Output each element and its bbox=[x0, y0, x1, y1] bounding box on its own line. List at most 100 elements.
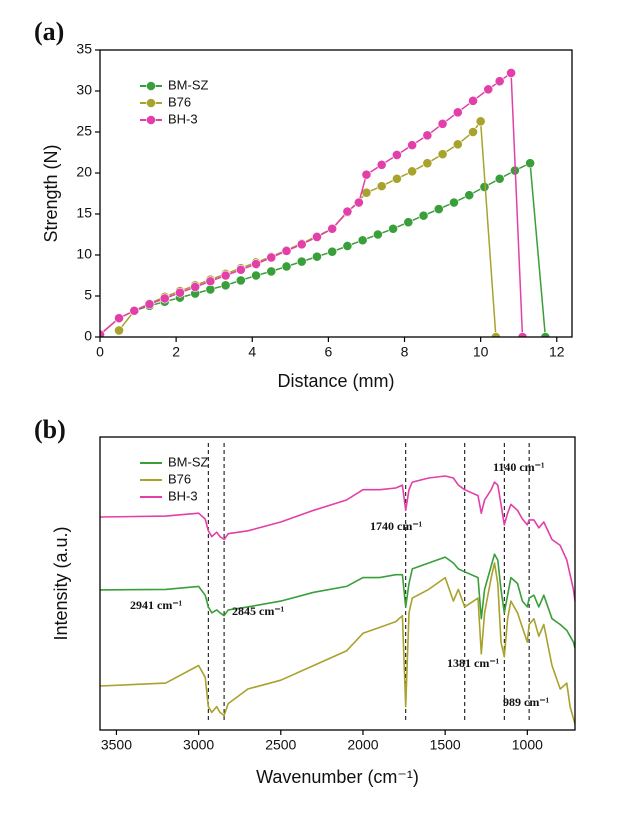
plot-area bbox=[100, 443, 575, 725]
data-point bbox=[372, 229, 383, 240]
x-tick-label: 3000 bbox=[183, 737, 214, 753]
data-point bbox=[220, 270, 231, 281]
x-tick-label: 12 bbox=[549, 344, 565, 360]
data-point bbox=[296, 256, 307, 267]
panel-label: (a) bbox=[34, 17, 64, 46]
data-point bbox=[422, 130, 433, 141]
plot-frame bbox=[99, 436, 576, 731]
x-tick-label: 8 bbox=[401, 344, 409, 360]
legend-label: BH-3 bbox=[168, 488, 198, 503]
y-tick-label: 15 bbox=[76, 205, 92, 221]
x-axis-label: Distance (mm) bbox=[277, 371, 394, 391]
legend-label: B76 bbox=[168, 94, 191, 109]
data-point bbox=[312, 251, 322, 262]
data-point bbox=[357, 235, 368, 246]
series-line bbox=[100, 162, 547, 337]
y-axis-label: Strength (N) bbox=[41, 144, 61, 242]
legend-marker bbox=[146, 115, 156, 125]
annotation-label: 2845 cm⁻¹ bbox=[232, 604, 285, 618]
data-point bbox=[418, 210, 429, 221]
data-point bbox=[144, 299, 155, 310]
legend-label: BM-SZ bbox=[168, 454, 209, 469]
data-point bbox=[376, 159, 387, 170]
data-point bbox=[205, 276, 216, 287]
data-point bbox=[361, 169, 372, 180]
data-point bbox=[342, 206, 353, 217]
data-point bbox=[251, 259, 261, 269]
panel-label: (b) bbox=[34, 415, 66, 444]
legend-marker bbox=[146, 81, 156, 91]
data-point bbox=[327, 246, 338, 257]
y-tick-label: 20 bbox=[76, 164, 92, 180]
y-tick-label: 25 bbox=[76, 123, 92, 139]
y-tick-label: 5 bbox=[84, 287, 92, 303]
data-point bbox=[190, 282, 201, 292]
annotation-label: 1381 cm⁻¹ bbox=[447, 656, 500, 670]
data-point bbox=[468, 127, 478, 137]
legend-label: BM-SZ bbox=[168, 77, 209, 92]
data-point bbox=[449, 197, 459, 208]
data-point bbox=[422, 158, 433, 169]
x-tick-label: 4 bbox=[248, 344, 256, 360]
data-point bbox=[281, 261, 292, 272]
x-axis-label: Wavenumber (cm⁻¹) bbox=[256, 767, 419, 787]
data-point bbox=[452, 107, 463, 118]
x-tick-label: 1500 bbox=[430, 737, 461, 753]
data-point bbox=[464, 190, 475, 201]
data-point bbox=[235, 264, 246, 275]
data-point bbox=[388, 223, 398, 234]
y-tick-label: 10 bbox=[76, 246, 92, 262]
data-point bbox=[494, 76, 505, 87]
data-point bbox=[175, 287, 185, 298]
data-point bbox=[407, 140, 418, 151]
y-tick-label: 0 bbox=[84, 328, 92, 344]
data-point bbox=[483, 84, 494, 95]
data-point bbox=[361, 187, 372, 198]
plot-frame bbox=[99, 49, 573, 338]
data-point bbox=[266, 252, 277, 263]
data-point bbox=[235, 275, 246, 286]
data-point bbox=[353, 197, 364, 208]
data-point bbox=[376, 181, 387, 192]
spectrum-line bbox=[100, 562, 575, 725]
data-point bbox=[327, 223, 338, 234]
data-point bbox=[392, 150, 402, 160]
legend-marker bbox=[146, 98, 156, 108]
spectrum-line bbox=[100, 553, 575, 649]
data-point bbox=[114, 313, 124, 324]
plot-area bbox=[100, 68, 551, 337]
data-point bbox=[342, 241, 353, 251]
data-point bbox=[407, 166, 418, 177]
data-point bbox=[437, 118, 448, 129]
y-axis-label: Intensity (a.u.) bbox=[51, 526, 71, 640]
legend-label: BH-3 bbox=[168, 111, 198, 126]
x-tick-label: 6 bbox=[324, 344, 332, 360]
annotation-label: 1740 cm⁻¹ bbox=[370, 519, 423, 533]
data-point bbox=[281, 245, 292, 256]
annotation-label: 989 cm⁻¹ bbox=[503, 695, 550, 709]
data-point bbox=[494, 173, 505, 184]
data-point bbox=[312, 232, 322, 242]
data-point bbox=[433, 204, 444, 214]
data-point bbox=[468, 95, 478, 106]
data-point bbox=[266, 266, 277, 277]
x-tick-label: 2 bbox=[172, 344, 180, 360]
data-point bbox=[452, 139, 463, 150]
data-point bbox=[114, 325, 124, 336]
legend-label: B76 bbox=[168, 471, 191, 486]
data-point bbox=[403, 217, 414, 228]
x-tick-label: 2500 bbox=[265, 737, 296, 753]
x-tick-label: 3500 bbox=[101, 737, 132, 753]
y-tick-label: 35 bbox=[76, 41, 92, 57]
x-tick-label: 2000 bbox=[347, 737, 378, 753]
x-tick-label: 1000 bbox=[512, 737, 543, 753]
data-point bbox=[296, 239, 307, 250]
data-point bbox=[205, 284, 216, 295]
x-tick-label: 10 bbox=[473, 344, 489, 360]
data-point bbox=[392, 173, 402, 184]
data-point bbox=[159, 293, 170, 304]
data-point bbox=[220, 280, 231, 291]
data-point bbox=[437, 149, 448, 160]
x-tick-label: 0 bbox=[96, 344, 104, 360]
